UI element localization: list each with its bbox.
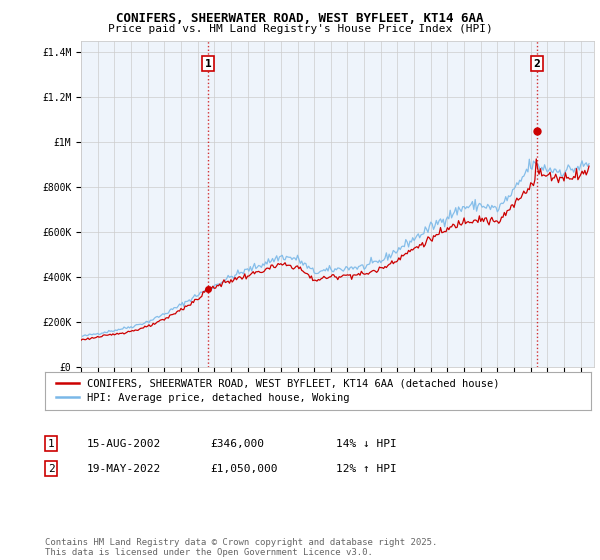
Text: 12% ↑ HPI: 12% ↑ HPI	[336, 464, 397, 474]
Text: £1,050,000: £1,050,000	[210, 464, 277, 474]
Legend: CONIFERS, SHEERWATER ROAD, WEST BYFLEET, KT14 6AA (detached house), HPI: Average: CONIFERS, SHEERWATER ROAD, WEST BYFLEET,…	[53, 376, 503, 406]
Text: Price paid vs. HM Land Registry's House Price Index (HPI): Price paid vs. HM Land Registry's House …	[107, 24, 493, 34]
Text: Contains HM Land Registry data © Crown copyright and database right 2025.
This d: Contains HM Land Registry data © Crown c…	[45, 538, 437, 557]
Text: 1: 1	[205, 59, 211, 69]
Text: 14% ↓ HPI: 14% ↓ HPI	[336, 438, 397, 449]
Text: 2: 2	[47, 464, 55, 474]
Text: £346,000: £346,000	[210, 438, 264, 449]
Text: 1: 1	[47, 438, 55, 449]
Text: CONIFERS, SHEERWATER ROAD, WEST BYFLEET, KT14 6AA: CONIFERS, SHEERWATER ROAD, WEST BYFLEET,…	[116, 12, 484, 25]
Text: 2: 2	[533, 59, 541, 69]
Text: 15-AUG-2002: 15-AUG-2002	[87, 438, 161, 449]
Text: 19-MAY-2022: 19-MAY-2022	[87, 464, 161, 474]
